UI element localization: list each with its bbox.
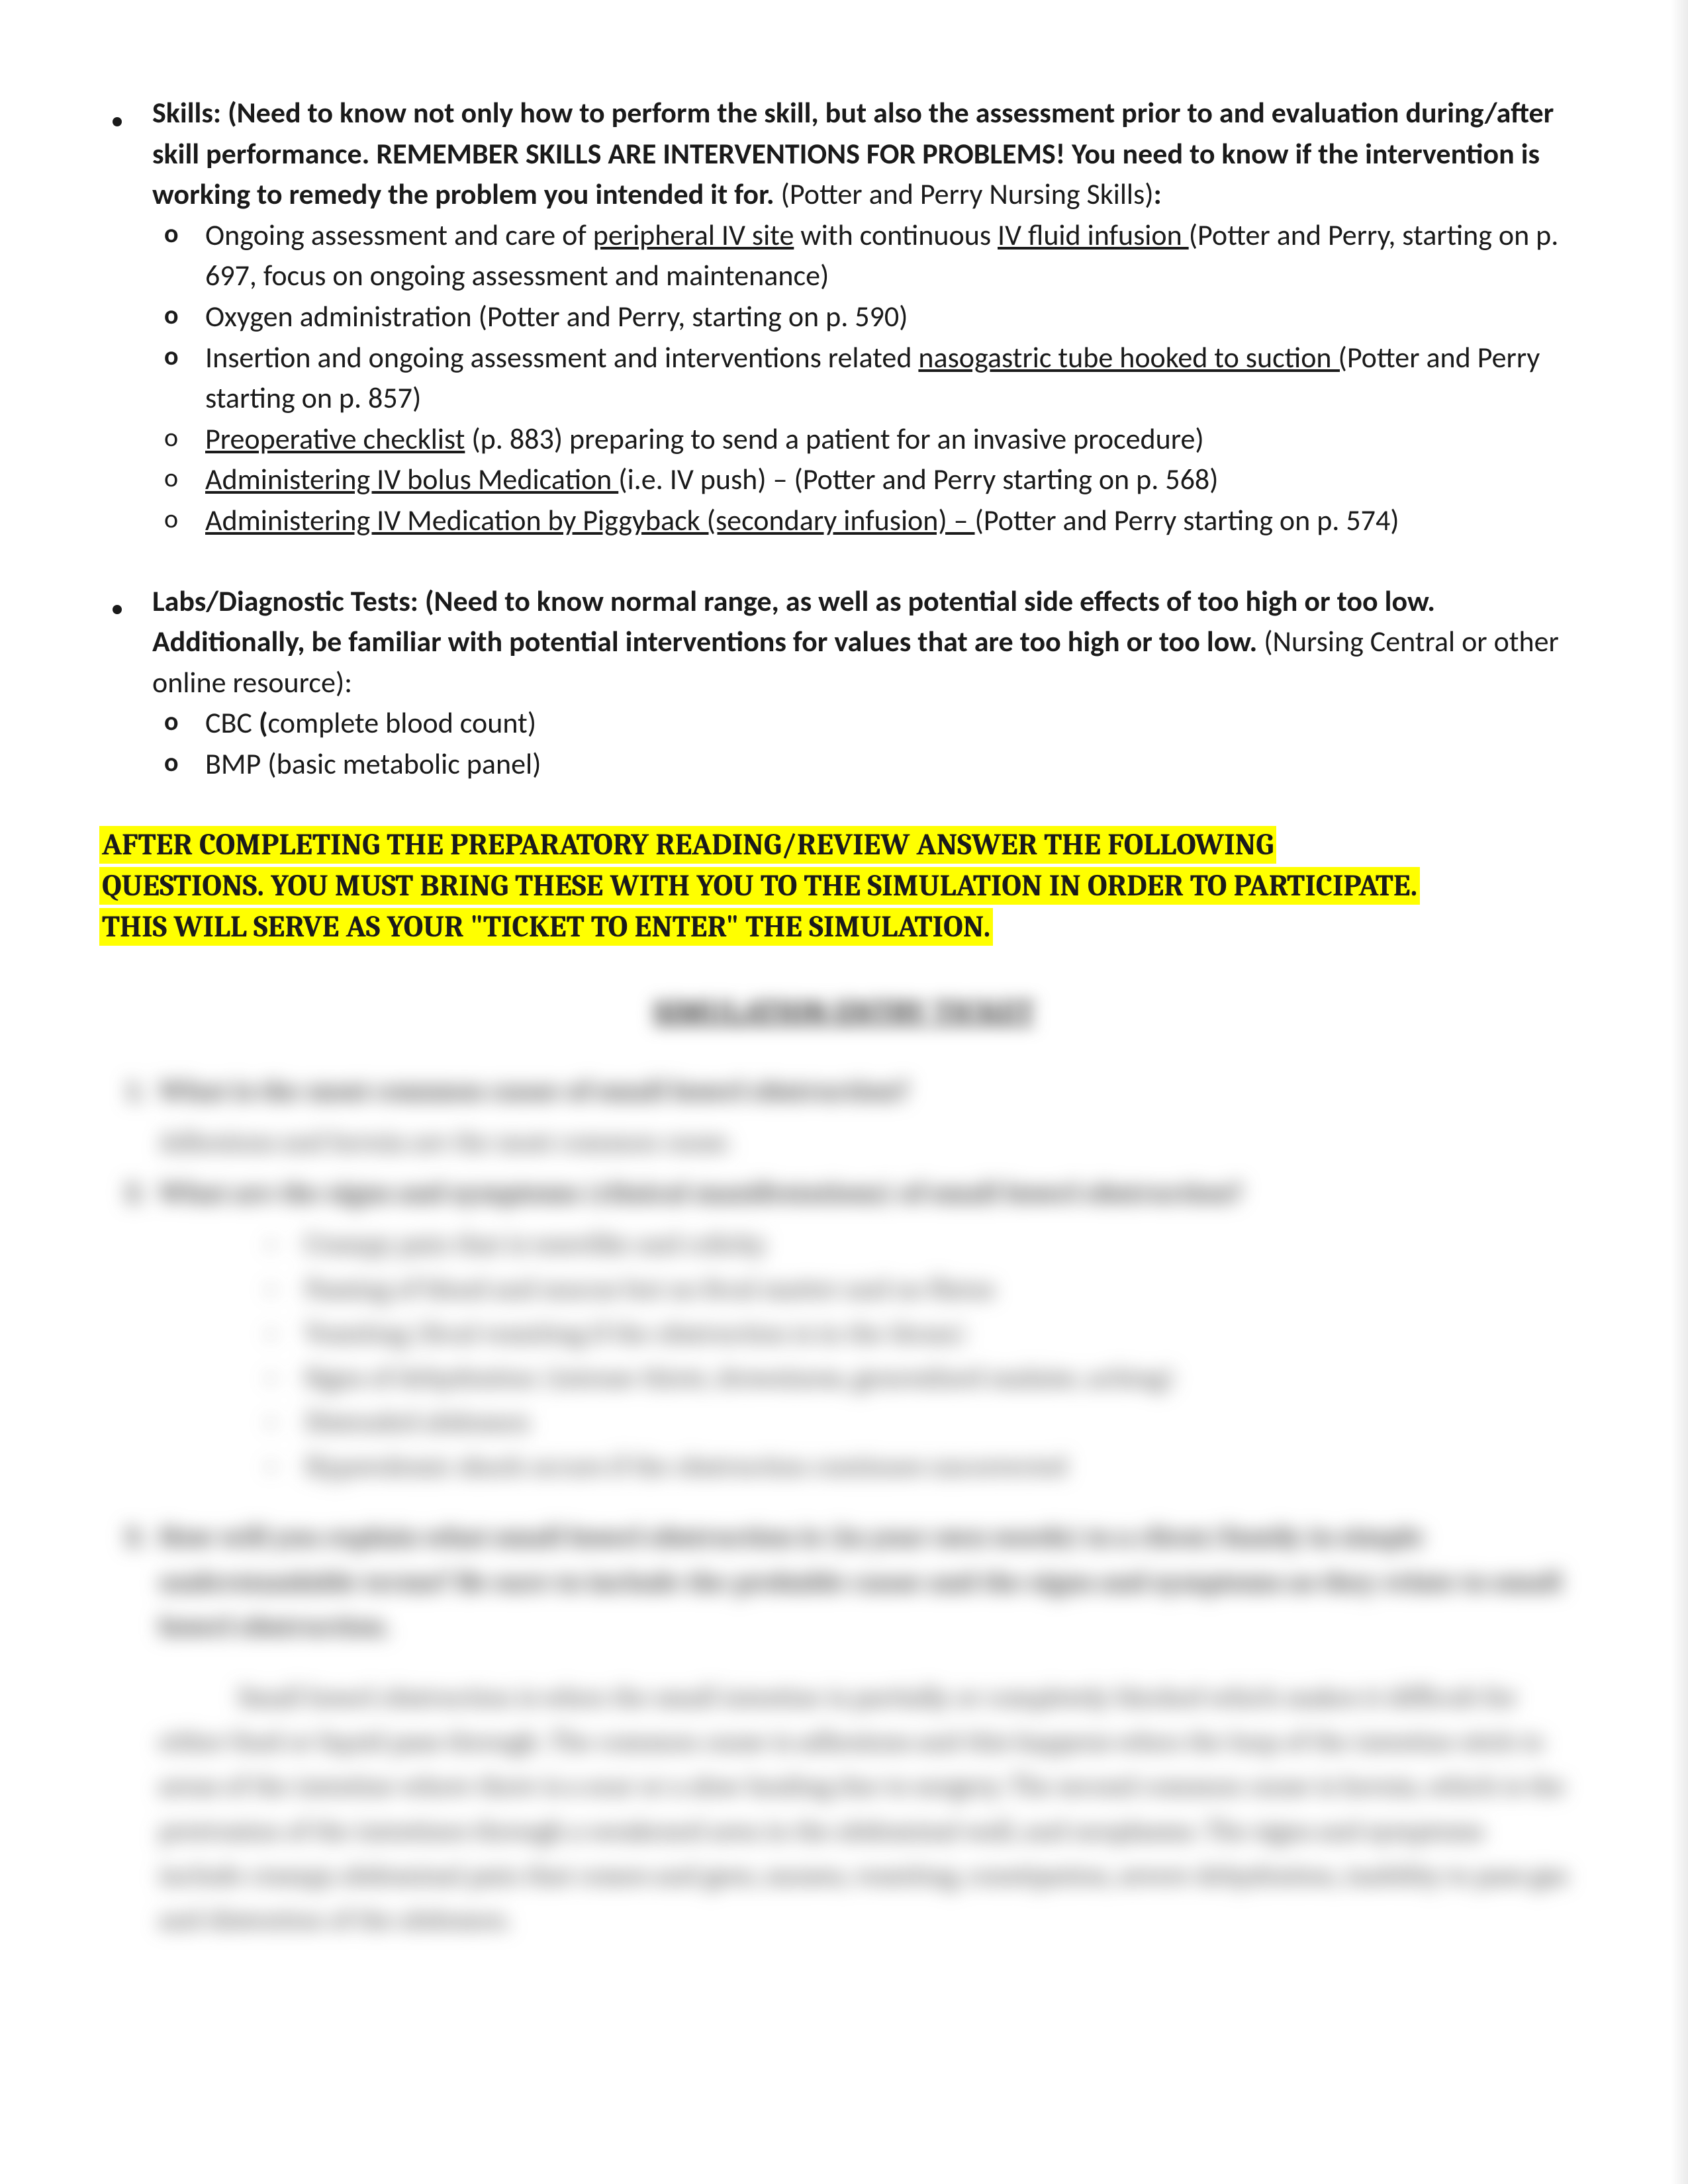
skills-item-text: Preoperative checklist (p. 883) preparin…: [205, 419, 1589, 460]
highlight-instruction: AFTER COMPLETING THE PREPARATORY READING…: [99, 825, 1589, 948]
labs-item: o CBC (complete blood count): [152, 703, 1589, 744]
sub-marker: o: [152, 744, 205, 781]
skills-section: Skills: (Need to know not only how to pe…: [99, 93, 1589, 541]
list-text: Passing of blood and mucus but no fecal …: [305, 1267, 994, 1311]
question-row: 1. What is the most common cause of smal…: [99, 1069, 1589, 1113]
blurred-preview: 1. What is the most common cause of smal…: [99, 1069, 1589, 1942]
bullet-icon: •: [265, 1444, 305, 1488]
underlined-text: peripheral IV site: [593, 217, 794, 253]
list-item: •Crampy pain that is wavelike and colick…: [265, 1222, 1589, 1266]
answer-row: Adhesions and hernia are the most common…: [99, 1120, 1589, 1164]
answer-paragraph: Small bowel obstruction is when the smal…: [99, 1675, 1589, 1942]
text-fragment: CBC: [205, 705, 259, 741]
highlight-line: AFTER COMPLETING THE PREPARATORY READING…: [99, 826, 1276, 864]
underlined-text: Administering IV Medication by Piggyback…: [205, 502, 975, 538]
page-edge-shadow: [1671, 0, 1688, 2184]
highlight-line: THIS WILL SERVE AS YOUR "TICKET TO ENTER…: [99, 908, 993, 946]
text-fragment: complete blood count): [268, 705, 537, 741]
question-text: How will you explain what small bowel ob…: [159, 1515, 1589, 1649]
bullet-marker: [99, 93, 152, 134]
skills-item: o Oxygen administration (Potter and Perr…: [152, 296, 1589, 338]
underlined-text: IV fluid infusion: [998, 217, 1189, 253]
underlined-text: Preoperative checklist: [205, 421, 465, 457]
list-item: •Signs of dehydration (intense thirst, d…: [265, 1355, 1589, 1400]
sub-marker: o: [152, 419, 205, 456]
labs-item-text: CBC (complete blood count): [205, 703, 1589, 744]
text-fragment: with continuous: [794, 217, 998, 253]
question-text: What is the most common cause of small b…: [159, 1069, 1589, 1113]
sub-marker: o: [152, 338, 205, 375]
skills-item: o Insertion and ongoing assessment and i…: [152, 338, 1589, 419]
sub-marker: o: [152, 296, 205, 334]
skills-item-text: Oxygen administration (Potter and Perry,…: [205, 296, 1589, 338]
document-page: Skills: (Need to know not only how to pe…: [0, 0, 1688, 2184]
text-fragment: Ongoing assessment and care of: [205, 217, 593, 253]
question-number: 2.: [99, 1171, 159, 1215]
question-row: 2. What are the signs and symptoms (clin…: [99, 1171, 1589, 1215]
skills-item: o Preoperative checklist (p. 883) prepar…: [152, 419, 1589, 460]
skills-item-text: Insertion and ongoing assessment and int…: [205, 338, 1589, 419]
list-item: •Vomiting (fecal vomiting if the obstruc…: [265, 1311, 1589, 1355]
underlined-text: nasogastric tube hooked to suction (: [918, 340, 1346, 375]
labs-section: Labs/Diagnostic Tests: (Need to know nor…: [99, 581, 1589, 785]
bullet-icon: •: [265, 1400, 305, 1444]
text-fragment: (Potter and Perry starting on p. 574): [975, 502, 1399, 538]
question-text: What are the signs and symptoms (clinica…: [159, 1171, 1589, 1215]
question-number: 3.: [99, 1515, 159, 1649]
labs-heading: Labs/Diagnostic Tests: (Need to know nor…: [152, 581, 1589, 785]
skills-item-text: Administering IV bolus Medication (i.e. …: [205, 459, 1589, 500]
text-fragment: (p. 883) preparing to send a patient for…: [465, 421, 1203, 457]
answer-text: Adhesions and hernia are the most common…: [159, 1120, 1589, 1164]
text-fragment: (i.e. IV push) – (Potter and Perry start…: [618, 461, 1218, 497]
skills-item-text: Ongoing assessment and care of periphera…: [205, 215, 1589, 296]
skills-item-text: Administering IV Medication by Piggyback…: [205, 500, 1589, 541]
question-row: 3. How will you explain what small bowel…: [99, 1515, 1589, 1649]
sub-marker: o: [152, 215, 205, 252]
skills-item: o Administering IV Medication by Piggyba…: [152, 500, 1589, 541]
ticket-title: SIMULATION ENTRY TICKET: [99, 994, 1589, 1029]
list-item: •Passing of blood and mucus but no fecal…: [265, 1267, 1589, 1311]
skills-heading: Skills: (Need to know not only how to pe…: [152, 93, 1589, 541]
list-item: •Hypovolemic shock occurs if the obstruc…: [265, 1444, 1589, 1488]
labs-item: o BMP (basic metabolic panel): [152, 744, 1589, 785]
spacer: [99, 1120, 159, 1164]
answer-bullets: •Crampy pain that is wavelike and colick…: [99, 1222, 1589, 1488]
skills-bullet: Skills: (Need to know not only how to pe…: [99, 93, 1589, 541]
text-fragment: (: [259, 705, 268, 741]
list-text: Hypovolemic shock occurs if the obstruct…: [305, 1444, 1067, 1488]
bullet-icon: •: [265, 1267, 305, 1311]
question-number: 1.: [99, 1069, 159, 1113]
skills-item: o Ongoing assessment and care of periphe…: [152, 215, 1589, 296]
skills-heading-colon: :: [1154, 176, 1162, 212]
list-item: •Distended abdomen: [265, 1400, 1589, 1444]
underlined-text: Administering IV bolus Medication: [205, 461, 618, 497]
list-text: Crampy pain that is wavelike and colicky: [305, 1222, 767, 1266]
labs-heading-bold: Labs/Diagnostic Tests: (Need to know nor…: [152, 583, 1435, 660]
sub-marker: o: [152, 703, 205, 740]
bullet-icon: •: [265, 1311, 305, 1355]
bullet-icon: •: [265, 1222, 305, 1266]
text-fragment: Insertion and ongoing assessment and int…: [205, 340, 918, 375]
bullet-icon: •: [265, 1355, 305, 1400]
labs-item-text: BMP (basic metabolic panel): [205, 744, 1589, 785]
bullet-marker: [99, 581, 152, 622]
list-text: Signs of dehydration (intense thirst, dr…: [305, 1355, 1175, 1400]
skills-item: o Administering IV bolus Medication (i.e…: [152, 459, 1589, 500]
list-text: Vomiting (fecal vomiting if the obstruct…: [305, 1311, 966, 1355]
sub-marker: o: [152, 500, 205, 537]
labs-bullet: Labs/Diagnostic Tests: (Need to know nor…: [99, 581, 1589, 785]
skills-heading-tail: (Potter and Perry Nursing Skills): [774, 176, 1154, 212]
sub-marker: o: [152, 459, 205, 496]
list-text: Distended abdomen: [305, 1400, 530, 1444]
highlight-line: QUESTIONS. YOU MUST BRING THESE WITH YOU…: [99, 867, 1420, 905]
